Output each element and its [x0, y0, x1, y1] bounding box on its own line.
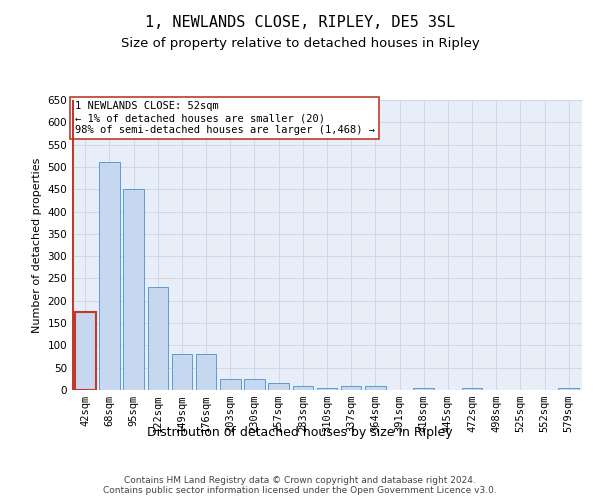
Bar [341, 386, 361, 390]
Text: Distribution of detached houses by size in Ripley: Distribution of detached houses by size … [147, 426, 453, 439]
Bar [196, 354, 217, 390]
Bar [268, 384, 289, 390]
Bar [462, 388, 482, 390]
Bar [413, 388, 434, 390]
Bar [559, 388, 579, 390]
Text: Size of property relative to detached houses in Ripley: Size of property relative to detached ho… [121, 38, 479, 51]
Bar [244, 379, 265, 390]
Bar [148, 288, 168, 390]
Y-axis label: Number of detached properties: Number of detached properties [32, 158, 42, 332]
Bar [99, 162, 120, 390]
Bar [365, 386, 386, 390]
Bar [220, 379, 241, 390]
Text: 1 NEWLANDS CLOSE: 52sqm
← 1% of detached houses are smaller (20)
98% of semi-det: 1 NEWLANDS CLOSE: 52sqm ← 1% of detached… [74, 102, 374, 134]
Text: 1, NEWLANDS CLOSE, RIPLEY, DE5 3SL: 1, NEWLANDS CLOSE, RIPLEY, DE5 3SL [145, 15, 455, 30]
Bar [317, 388, 337, 390]
Bar [124, 189, 144, 390]
Bar [75, 312, 95, 390]
Bar [172, 354, 192, 390]
Text: Contains HM Land Registry data © Crown copyright and database right 2024.
Contai: Contains HM Land Registry data © Crown c… [103, 476, 497, 495]
Bar [293, 386, 313, 390]
